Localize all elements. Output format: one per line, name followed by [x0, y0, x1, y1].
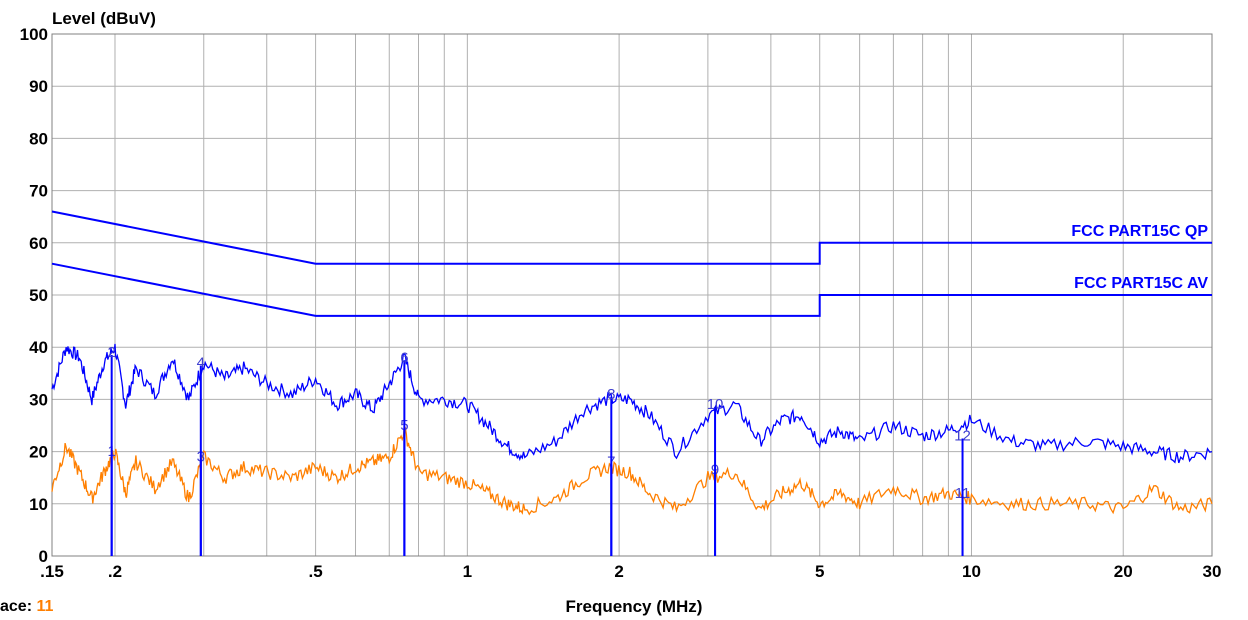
y-tick-label: 50 [29, 286, 48, 305]
data-series [51, 343, 1213, 516]
y-tick-label: 10 [29, 495, 48, 514]
trace-label: ace: [0, 598, 33, 615]
x-axis-title: Frequency (MHz) [566, 597, 703, 616]
y-tick-label: 100 [20, 25, 48, 44]
marker-label: 10 [707, 396, 724, 413]
marker-label: 12 [954, 428, 971, 445]
peak-trace [51, 343, 1213, 464]
y-tick-label: 90 [29, 77, 48, 96]
limit-line-label: FCC PART15C AV [1074, 275, 1208, 292]
trace-footer: ace: 11 [0, 598, 53, 616]
y-tick-label: 30 [29, 390, 48, 409]
y-tick-label: 70 [29, 182, 48, 201]
y-axis-title: Level (dBuV) [52, 9, 156, 28]
marker-label: 8 [607, 386, 615, 403]
x-tick-label: .2 [108, 562, 122, 581]
y-tick-label: 60 [29, 234, 48, 253]
y-tick-label: 20 [29, 443, 48, 462]
x-tick-label: 10 [962, 562, 981, 581]
x-tick-label: 2 [614, 562, 623, 581]
x-tick-label: 5 [815, 562, 824, 581]
markers: 123456789101112 [108, 344, 971, 556]
limit-lines: FCC PART15C QP FCC PART15C AV [51, 210, 1212, 317]
x-tick-label: 20 [1114, 562, 1133, 581]
marker-label: 6 [400, 349, 408, 366]
x-tick-label: 1 [463, 562, 472, 581]
y-tick-label: 40 [29, 338, 48, 357]
y-tick-label: 0 [39, 547, 48, 566]
marker-label: 4 [197, 354, 205, 371]
y-tick-label: 80 [29, 129, 48, 148]
x-tick-label: .15 [40, 562, 64, 581]
x-tick-label: 30 [1203, 562, 1222, 581]
limit-line [51, 210, 1212, 265]
x-tick-label: .5 [309, 562, 323, 581]
marker-label: 2 [108, 344, 116, 361]
limit-line [51, 262, 1212, 317]
trace-number: 11 [36, 598, 54, 615]
limit-line-label: FCC PART15C QP [1071, 223, 1208, 240]
average-trace [51, 425, 1213, 516]
